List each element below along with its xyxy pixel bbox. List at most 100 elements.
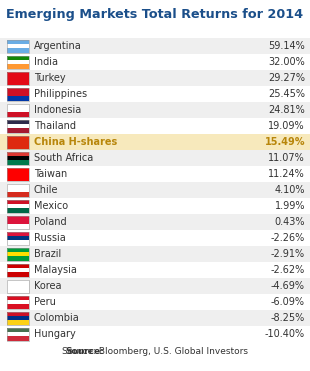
Bar (7, 184, 29, 197)
Bar (7, 247, 29, 252)
Text: -2.91%: -2.91% (271, 249, 305, 259)
Bar (7, 119, 29, 132)
Text: Brazil: Brazil (34, 249, 61, 259)
Text: -6.09%: -6.09% (271, 297, 305, 307)
Text: Source: Bloomberg, U.S. Global Investors: Source: Bloomberg, U.S. Global Investors (62, 347, 248, 356)
Bar (7, 216, 29, 220)
Text: -2.26%: -2.26% (271, 233, 305, 243)
Text: Taiwan: Taiwan (34, 169, 67, 179)
Bar (0, 214, 310, 230)
Text: Korea: Korea (34, 281, 61, 291)
Text: Hungary: Hungary (34, 329, 76, 339)
Bar (7, 64, 29, 69)
Bar (7, 56, 29, 69)
Text: Mexico: Mexico (34, 201, 68, 211)
Text: Chile: Chile (34, 185, 59, 195)
Bar (0, 294, 310, 310)
Bar (7, 160, 29, 164)
Bar (0, 54, 310, 70)
Bar (7, 295, 29, 300)
Bar (7, 204, 29, 208)
Bar (7, 288, 29, 292)
Bar (7, 135, 29, 148)
Bar (7, 44, 29, 48)
Bar (7, 284, 29, 288)
Bar (0, 102, 310, 118)
Bar (7, 232, 29, 236)
Text: 59.14%: 59.14% (268, 41, 305, 51)
Bar (7, 320, 29, 325)
Text: Thailand: Thailand (34, 121, 76, 131)
Bar (7, 224, 29, 229)
Text: 1.99%: 1.99% (274, 201, 305, 211)
Bar (7, 88, 29, 101)
Bar (7, 92, 29, 96)
Bar (7, 316, 29, 320)
Bar (7, 279, 29, 292)
Bar (7, 272, 29, 276)
Bar (7, 88, 29, 92)
Text: Indonesia: Indonesia (34, 105, 81, 115)
Bar (0, 134, 310, 150)
Bar (7, 184, 29, 188)
Bar (7, 312, 29, 325)
Bar (7, 192, 29, 197)
Bar (7, 328, 29, 332)
Bar (7, 56, 29, 60)
Text: Philippines: Philippines (34, 89, 87, 99)
Bar (7, 256, 29, 260)
Bar (7, 328, 29, 341)
Bar (7, 336, 29, 341)
Bar (7, 119, 29, 124)
Bar (7, 104, 29, 108)
Bar (7, 172, 29, 176)
Bar (7, 200, 29, 204)
Bar (7, 208, 29, 213)
Text: 29.27%: 29.27% (268, 73, 305, 83)
Bar (7, 300, 29, 304)
Text: South Africa: South Africa (34, 153, 93, 163)
Bar (7, 240, 29, 244)
Bar (7, 279, 29, 284)
Bar (7, 135, 29, 140)
Text: 4.10%: 4.10% (274, 185, 305, 195)
Bar (0, 118, 310, 134)
Text: Colombia: Colombia (34, 313, 80, 323)
Text: 24.81%: 24.81% (268, 105, 305, 115)
Bar (7, 312, 29, 316)
Text: Peru: Peru (34, 297, 56, 307)
Text: -8.25%: -8.25% (271, 313, 305, 323)
Text: India: India (34, 57, 58, 67)
Text: Poland: Poland (34, 217, 67, 227)
Bar (0, 38, 310, 54)
Bar (7, 60, 29, 64)
Text: -10.40%: -10.40% (265, 329, 305, 339)
Text: Argentina: Argentina (34, 41, 82, 51)
Bar (7, 76, 29, 80)
Bar (7, 140, 29, 144)
Bar (7, 263, 29, 276)
Bar (0, 278, 310, 294)
Bar (7, 39, 29, 53)
Text: 11.07%: 11.07% (268, 153, 305, 163)
Bar (7, 176, 29, 181)
Text: Emerging Markets Total Returns for 2014: Emerging Markets Total Returns for 2014 (7, 8, 303, 21)
Bar (7, 96, 29, 101)
Text: -2.62%: -2.62% (271, 265, 305, 275)
Bar (7, 151, 29, 164)
Bar (7, 252, 29, 256)
Bar (7, 263, 29, 268)
Bar (7, 268, 29, 272)
Bar (0, 310, 310, 326)
Bar (7, 200, 29, 213)
Bar (7, 236, 29, 240)
Bar (7, 108, 29, 112)
Bar (7, 332, 29, 336)
Bar (7, 232, 29, 244)
Bar (0, 70, 310, 86)
Text: Russia: Russia (34, 233, 66, 243)
Text: Turkey: Turkey (34, 73, 66, 83)
Text: Malaysia: Malaysia (34, 265, 77, 275)
Bar (7, 80, 29, 85)
Bar (7, 167, 29, 181)
